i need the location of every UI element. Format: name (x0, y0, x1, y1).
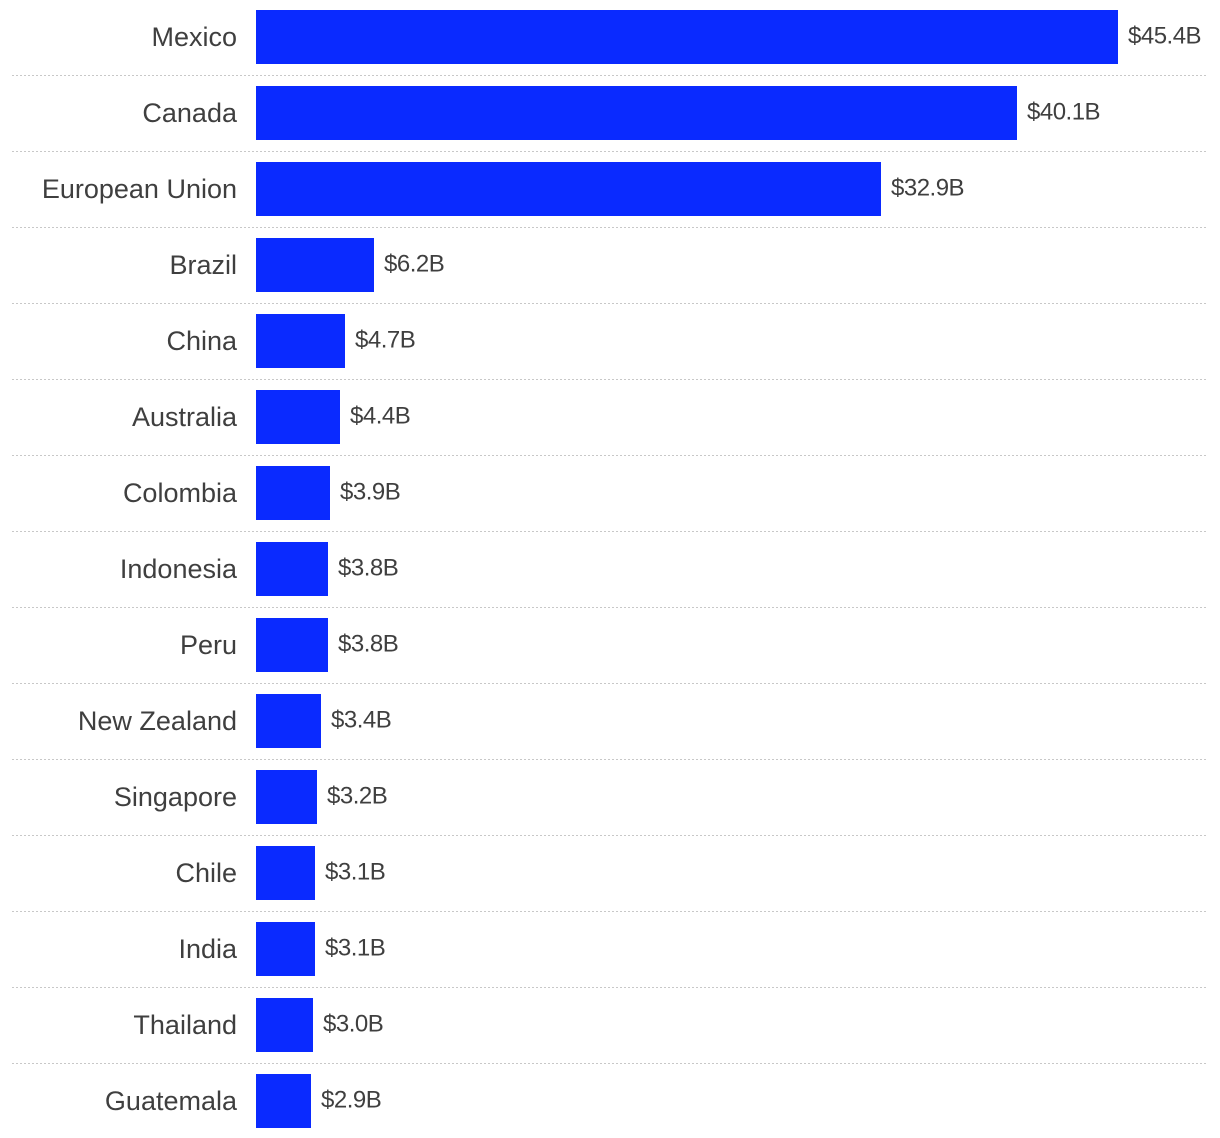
category-label: Indonesia (120, 554, 238, 584)
value-label: $40.1B (1027, 99, 1100, 126)
category-label: Guatemala (105, 1086, 238, 1116)
value-label: $3.2B (327, 783, 387, 810)
bar (256, 542, 328, 596)
bar (256, 466, 330, 520)
category-label: Singapore (114, 782, 237, 812)
value-label: $3.1B (325, 859, 385, 886)
category-label: New Zealand (78, 706, 237, 736)
bar (256, 770, 317, 824)
bar (256, 618, 328, 672)
bar (256, 846, 315, 900)
value-label: $32.9B (891, 175, 964, 202)
bar (256, 86, 1017, 140)
bar (256, 390, 340, 444)
value-label: $2.9B (321, 1087, 381, 1114)
value-label: $3.4B (331, 707, 391, 734)
value-label: $45.4B (1128, 23, 1201, 50)
value-label: $3.0B (323, 1011, 383, 1038)
category-label: Chile (175, 858, 237, 888)
bar (256, 1074, 311, 1128)
category-label: China (166, 326, 238, 356)
value-label: $3.9B (340, 479, 400, 506)
category-label: Peru (180, 630, 237, 660)
bar (256, 314, 345, 368)
category-label: Thailand (133, 1010, 237, 1040)
bar (256, 694, 321, 748)
bar (256, 162, 881, 216)
bar (256, 998, 313, 1052)
category-label: Australia (132, 402, 238, 432)
bar (256, 238, 374, 292)
value-label: $4.7B (355, 327, 415, 354)
category-label: Brazil (169, 250, 237, 280)
category-label: Mexico (151, 22, 237, 52)
value-label: $3.8B (338, 631, 398, 658)
category-label: European Union (42, 174, 237, 204)
value-label: $3.1B (325, 935, 385, 962)
value-label: $3.8B (338, 555, 398, 582)
category-label: Canada (142, 98, 238, 128)
value-label: $6.2B (384, 251, 444, 278)
category-label: India (178, 934, 238, 964)
bar (256, 922, 315, 976)
category-label: Colombia (123, 478, 238, 508)
bar (256, 10, 1118, 64)
value-label: $4.4B (350, 403, 410, 430)
